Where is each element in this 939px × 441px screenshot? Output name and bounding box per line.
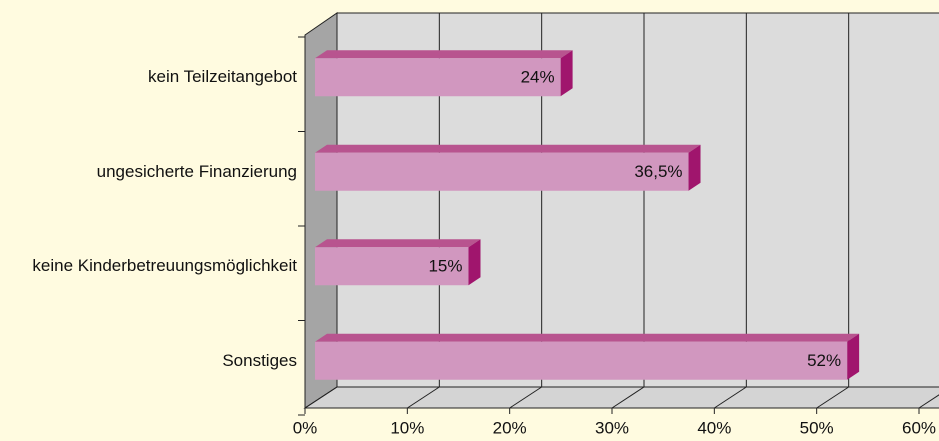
x-tick-label: 20% bbox=[493, 418, 527, 437]
x-tick-label: 50% bbox=[800, 418, 834, 437]
grid-line bbox=[509, 386, 542, 409]
value-label: 15% bbox=[428, 257, 462, 276]
category-label: ungesicherte Finanzierung bbox=[0, 161, 297, 183]
bar bbox=[315, 58, 561, 97]
category-label: Sonstiges bbox=[0, 350, 297, 372]
value-label: 36,5% bbox=[634, 162, 682, 181]
bar-side bbox=[847, 333, 860, 380]
grid-line bbox=[304, 386, 338, 409]
bar-side bbox=[468, 239, 481, 286]
bar-top bbox=[315, 239, 481, 248]
category-text: keine Kinderbetreuungsmöglichkeit bbox=[32, 256, 297, 276]
grid-line bbox=[714, 386, 747, 409]
category-text: Sonstiges bbox=[222, 350, 297, 370]
category-text: kein Teilzeitangebot bbox=[147, 67, 297, 87]
grid-line bbox=[918, 394, 939, 409]
bar bbox=[315, 152, 689, 191]
x-tick-label: 10% bbox=[390, 418, 424, 437]
grid-line bbox=[407, 386, 440, 409]
x-tick-label: 60% bbox=[902, 418, 936, 437]
value-label: 24% bbox=[521, 68, 555, 87]
category-label: kein Teilzeitangebot bbox=[0, 66, 297, 88]
bar bbox=[315, 341, 848, 380]
value-label: 52% bbox=[807, 351, 841, 370]
x-tick-label: 40% bbox=[697, 418, 731, 437]
bar-top bbox=[315, 144, 701, 153]
bar bbox=[315, 247, 469, 286]
x-tick-label: 0% bbox=[293, 418, 318, 437]
grid-line bbox=[611, 386, 645, 409]
category-text: ungesicherte Finanzierung bbox=[96, 161, 297, 181]
bar-top bbox=[315, 333, 860, 342]
x-tick-label: 30% bbox=[595, 418, 629, 437]
bar-side bbox=[560, 50, 573, 97]
grid-line bbox=[816, 386, 849, 409]
category-label: keine Kinderbetreuungsmöglichkeit bbox=[0, 255, 297, 277]
bar-top bbox=[315, 50, 573, 59]
bar-side bbox=[688, 144, 701, 191]
